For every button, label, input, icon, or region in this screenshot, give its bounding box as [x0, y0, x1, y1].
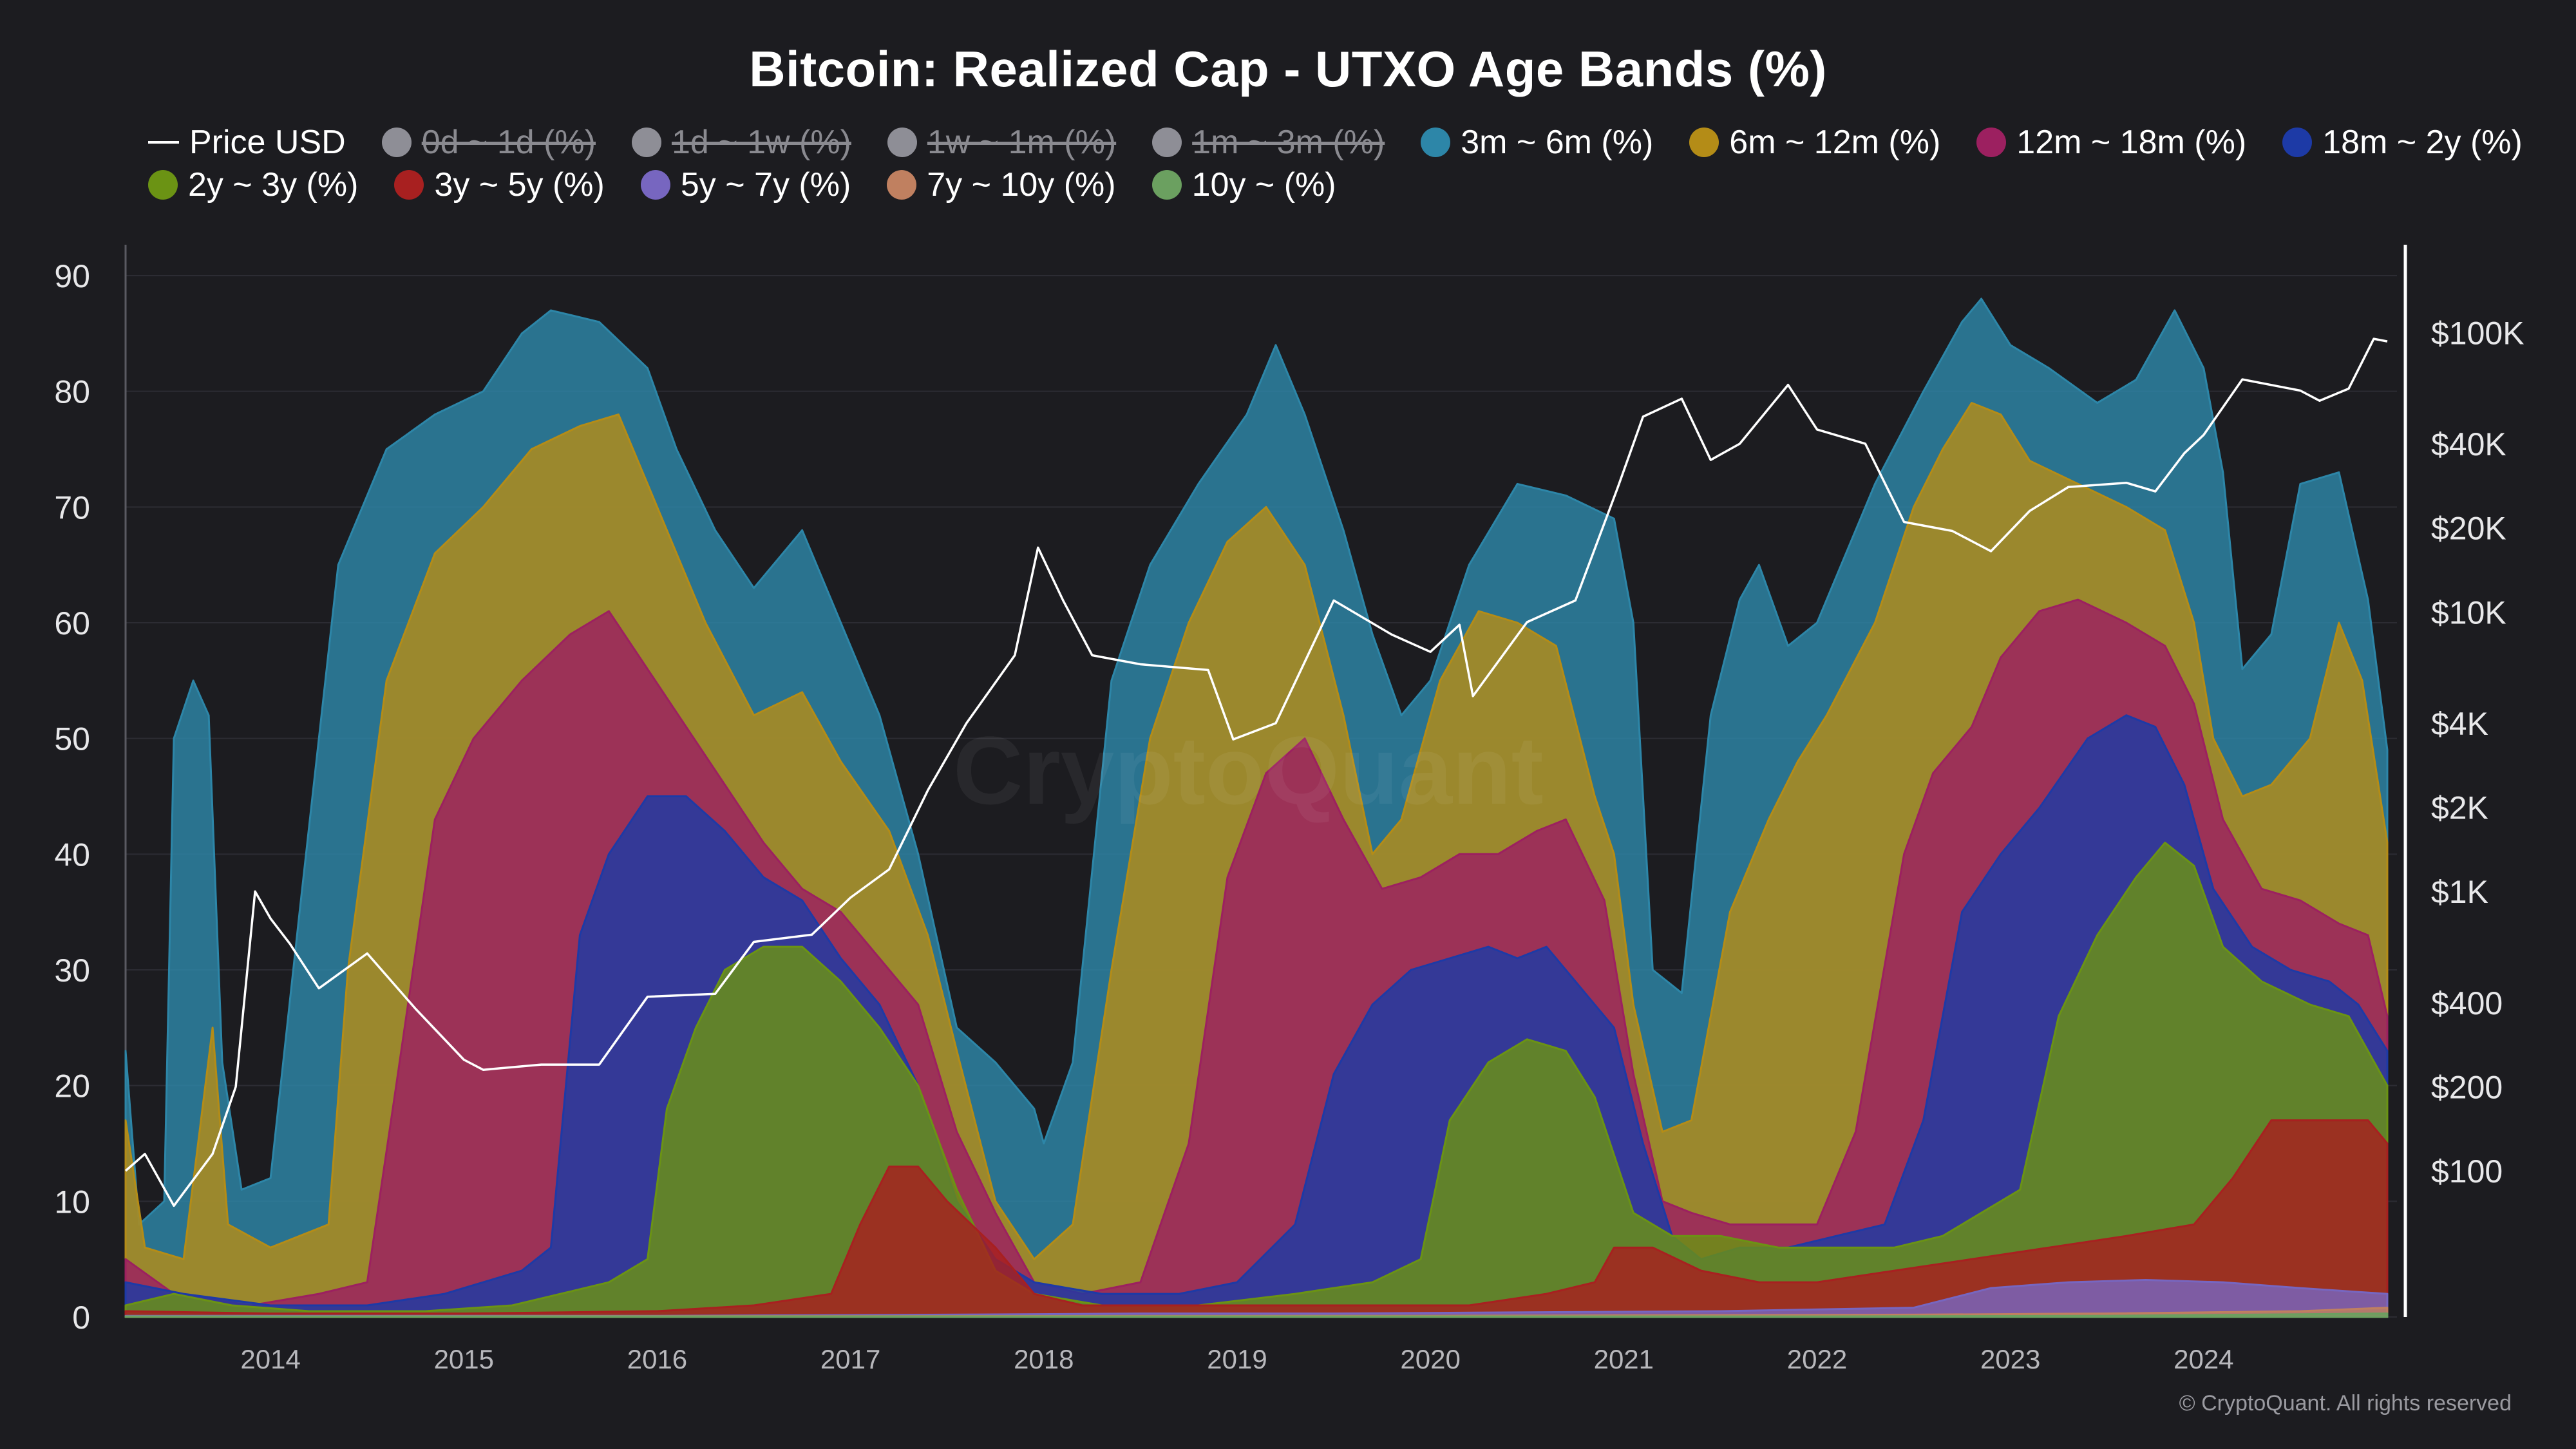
copyright-credit: © CryptoQuant. All rights reserved	[2179, 1391, 2512, 1416]
legend-dot-marker	[2282, 128, 2313, 157]
x-tick-label: 2020	[1400, 1344, 1460, 1374]
legend-dot-marker	[887, 128, 917, 157]
x-tick-label: 2021	[1594, 1344, 1654, 1374]
watermark-text: CryptoQuant	[953, 716, 1544, 824]
y-left-tick-label: 60	[54, 605, 90, 641]
legend-label: 18m ~ 2y (%)	[2322, 124, 2523, 161]
x-tick-label: 2016	[627, 1344, 687, 1374]
legend-row: Price USD 0d ~ 1d (%) 1d ~ 1w (%) 1w ~ 1m (…	[148, 121, 2523, 164]
x-tick-label: 2015	[434, 1344, 494, 1374]
legend-label: 10y ~ (%)	[1191, 166, 1336, 204]
y-right-tick-label: $1K	[2431, 874, 2488, 910]
y-right-tick-label: $40K	[2431, 426, 2506, 462]
legend-item[interactable]: 1d ~ 1w (%)	[631, 123, 851, 162]
y-left-tick-label: 70	[54, 489, 90, 526]
y-right-tick-label: $2K	[2431, 790, 2488, 826]
legend-dot-marker	[640, 170, 670, 200]
y-left-tick-label: 0	[72, 1300, 90, 1336]
legend-label: 1m ~ 3m (%)	[1192, 124, 1385, 161]
area-series	[124, 841, 2389, 1318]
legend-line-marker	[148, 141, 179, 144]
legend-item[interactable]: 5y ~ 7y (%)	[640, 166, 851, 204]
legend-item[interactable]: 18m ~ 2y (%)	[2282, 123, 2523, 162]
y-right-tick-label: $400	[2431, 985, 2503, 1021]
legend-dot-marker	[1689, 128, 1719, 157]
y-left-tick-label: 80	[54, 374, 90, 410]
legend-item[interactable]: 1m ~ 3m (%)	[1152, 123, 1385, 162]
legend-label: 12m ~ 18m (%)	[2016, 124, 2247, 161]
y-left-tick-label: 10	[54, 1184, 90, 1220]
y-right-tick-label: $4K	[2431, 706, 2488, 742]
y-right-tick-label: $10K	[2431, 594, 2506, 630]
legend-label: Price USD	[189, 124, 346, 161]
x-tick-label: 2022	[1787, 1344, 1847, 1374]
y-left-tick-label: 20	[54, 1068, 90, 1104]
legend-dot-marker	[381, 128, 412, 157]
legend-label: 7y ~ 10y (%)	[927, 166, 1116, 204]
y-right-tick-label: $200	[2431, 1070, 2503, 1106]
x-tick-label: 2018	[1014, 1344, 1074, 1374]
y-left-tick-label: 50	[54, 721, 90, 757]
legend-dot-marker	[1976, 128, 2007, 157]
y-right-tick-label: $20K	[2431, 511, 2506, 547]
x-tick-label: 2017	[820, 1344, 880, 1374]
legend-item[interactable]: 0d ~ 1d (%)	[381, 123, 596, 162]
legend-label: 1w ~ 1m (%)	[927, 124, 1117, 161]
x-tick-label: 2014	[240, 1344, 300, 1374]
legend-label: 3y ~ 5y (%)	[434, 166, 605, 204]
legend-item[interactable]: 12m ~ 18m (%)	[1976, 123, 2246, 162]
legend-item[interactable]: 7y ~ 10y (%)	[887, 166, 1116, 204]
x-tick-label: 2019	[1207, 1344, 1267, 1374]
chart-title: Bitcoin: Realized Cap - UTXO Age Bands (…	[749, 41, 1827, 97]
legend-dot-marker	[887, 170, 917, 200]
legend-dot-marker	[1421, 128, 1451, 157]
legend-label: 2y ~ 3y (%)	[188, 166, 359, 204]
legend-label: 5y ~ 7y (%)	[680, 166, 851, 204]
legend-item[interactable]: 10y ~ (%)	[1151, 166, 1336, 204]
legend-dot-marker	[394, 170, 424, 200]
legend-item[interactable]: 1w ~ 1m (%)	[887, 123, 1116, 162]
legend-item[interactable]: 6m ~ 12m (%)	[1689, 123, 1940, 162]
y-left-tick-label: 40	[54, 837, 90, 873]
y-left-tick-label: 30	[54, 952, 90, 989]
legend-label: 0d ~ 1d (%)	[421, 124, 596, 161]
legend-item[interactable]: 3y ~ 5y (%)	[394, 166, 605, 204]
legend-dot-marker	[1151, 170, 1182, 200]
chart-legend: Price USD 0d ~ 1d (%) 1d ~ 1w (%) 1w ~ 1m (…	[148, 121, 2523, 206]
legend-item[interactable]: Price USD	[148, 123, 346, 162]
legend-row: 2y ~ 3y (%) 3y ~ 5y (%) 5y ~ 7y (%) 7y ~ 10…	[148, 164, 2467, 206]
y-right-tick-label: $100K	[2431, 315, 2524, 351]
legend-label: 3m ~ 6m (%)	[1461, 124, 1654, 161]
legend-dot-marker	[1152, 128, 1182, 157]
y-left-tick-label: 90	[54, 258, 90, 294]
area-series	[124, 1312, 2389, 1318]
y-right-tick-label: $100	[2431, 1153, 2503, 1189]
legend-label: 1d ~ 1w (%)	[671, 124, 851, 161]
legend-item[interactable]: 3m ~ 6m (%)	[1421, 123, 1653, 162]
x-tick-label: 2023	[1980, 1344, 2040, 1374]
price-usd-line	[124, 337, 2388, 1208]
x-tick-label: 2024	[2174, 1344, 2233, 1374]
legend-label: 6m ~ 12m (%)	[1729, 124, 1941, 161]
legend-item[interactable]: 2y ~ 3y (%)	[148, 166, 358, 204]
legend-dot-marker	[148, 170, 178, 200]
legend-dot-marker	[631, 128, 661, 157]
